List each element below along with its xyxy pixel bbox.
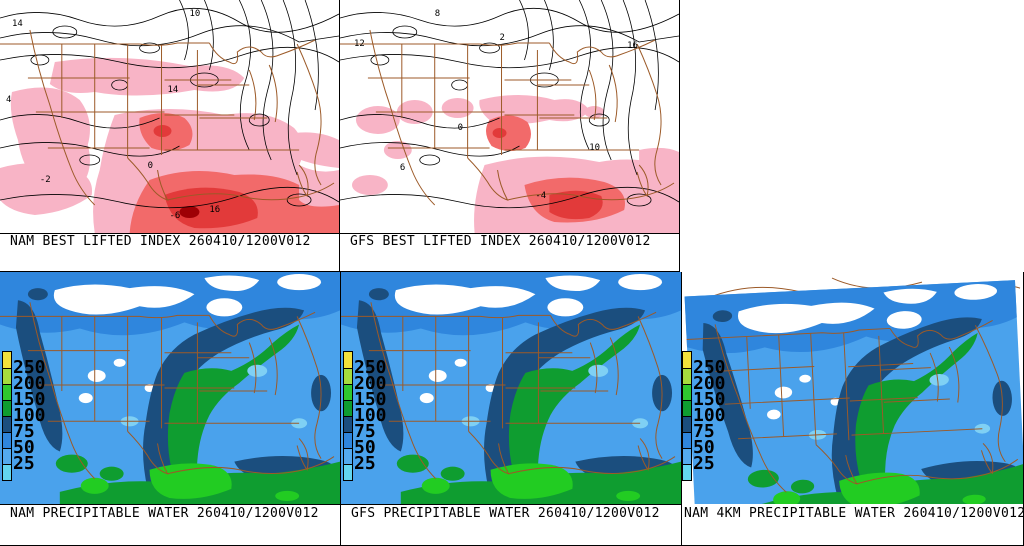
colorbar-scale	[343, 351, 353, 481]
colorbar-label: 25	[693, 453, 715, 474]
panel-title-nam4km-precipitable-water: NAM 4KM PRECIPITABLE WATER 260410/1200V0…	[684, 506, 1024, 521]
contour-label: 10	[589, 143, 600, 153]
contour-labels: 14 4 10 14 0 -2 16 -6	[6, 9, 220, 221]
contour-label: 12	[354, 39, 365, 49]
contour-label: -6	[170, 211, 181, 221]
nam-precipitable-water-map	[0, 272, 340, 505]
colorbar-label: 100	[354, 405, 387, 426]
colorbar-label: 150	[354, 389, 387, 410]
colorbar-segment	[683, 464, 691, 480]
panel-nam-precipitable-water: 250 200 150 100 75 50 25 NAM PRECIPITABLE WATE…	[0, 272, 341, 546]
panel-nam-lifted-index: 14 4 10 14 0 -2 16 -6 NAM BEST LIFTED IN…	[0, 0, 340, 272]
contour-label: 8	[435, 9, 440, 19]
colorbar-label: 75	[354, 421, 376, 442]
contour-label: -2	[40, 175, 51, 185]
colorbar-scale	[682, 351, 692, 481]
panel-nam4km-precipitable-water: 250 200 150 100 75 50 25 NAM 4KM PRECIPITABLE …	[682, 272, 1024, 546]
contour-label: 16	[627, 41, 638, 51]
colorbar-segment	[3, 416, 11, 432]
colorbar-segment	[344, 400, 352, 416]
panel-title-gfs-precipitable-water: GFS PRECIPITABLE WATER 260410/1200V012	[351, 506, 660, 521]
nam-lifted-index-chart: 14 4 10 14 0 -2 16 -6	[0, 0, 339, 233]
precipitable-water-colorbar: 250 200 150 100 75 50 25	[682, 351, 746, 485]
contour-label: 2	[500, 33, 505, 43]
colorbar-segment	[683, 368, 691, 384]
colorbar-label: 250	[13, 357, 46, 378]
colorbar-label: 200	[354, 373, 387, 394]
colorbar-segment	[3, 448, 11, 464]
contour-label: 0	[458, 123, 463, 133]
colorbar-label: 150	[693, 389, 726, 410]
colorbar-segment	[3, 400, 11, 416]
contour-label: 6	[400, 163, 405, 173]
colorbar-label: 100	[693, 405, 726, 426]
colorbar-label: 100	[13, 405, 46, 426]
nam4km-precipitable-water-map	[682, 272, 1023, 504]
colorbar-segment	[683, 384, 691, 400]
gfs-lifted-index-map: 12 8 2 16 0 -4 6 10	[340, 0, 679, 234]
gfs-precipitable-water-map	[341, 272, 681, 505]
colorbar-segment	[3, 384, 11, 400]
colorbar-segment	[344, 416, 352, 432]
colorbar-segment	[344, 464, 352, 480]
colorbar-segment	[344, 352, 352, 368]
precipitable-water-colorbar: 250 200 150 100 75 50 25	[343, 351, 407, 485]
contour-label: 14	[12, 19, 23, 29]
colorbar-segment	[3, 368, 11, 384]
colorbar-label: 50	[693, 437, 715, 458]
colorbar-label: 25	[13, 453, 35, 474]
panel-title-nam-precipitable-water: NAM PRECIPITABLE WATER 260410/1200V012	[10, 506, 319, 521]
colorbar-label: 200	[693, 373, 726, 394]
colorbar-label: 150	[13, 389, 46, 410]
nam4km-precipitable-water-chart	[682, 277, 1023, 504]
contour-label: -4	[535, 191, 546, 201]
panel-gfs-precipitable-water: 250 200 150 100 75 50 25 GFS PRECIPITABLE WATE…	[341, 272, 682, 546]
colorbar-label: 50	[13, 437, 35, 458]
panel-title-gfs-lifted-index: GFS BEST LIFTED INDEX 260410/1200V012	[350, 234, 651, 249]
colorbar-segment	[683, 416, 691, 432]
colorbar-segment	[683, 448, 691, 464]
panel-title-nam-lifted-index: NAM BEST LIFTED INDEX 260410/1200V012	[10, 234, 311, 249]
contour-label: 10	[189, 9, 200, 19]
colorbar-segment	[344, 448, 352, 464]
colorbar-segment	[3, 352, 11, 368]
panel-gfs-lifted-index: 12 8 2 16 0 -4 6 10 GFS BEST LIFTED INDE…	[340, 0, 680, 272]
colorbar-segment	[683, 400, 691, 416]
colorbar-scale	[2, 351, 12, 481]
contour-label: 0	[148, 161, 153, 171]
colorbar-label: 25	[354, 453, 376, 474]
precipitable-water-colorbar: 250 200 150 100 75 50 25	[2, 351, 66, 485]
contour-label: 16	[209, 205, 220, 215]
nam-lifted-index-map: 14 4 10 14 0 -2 16 -6	[0, 0, 339, 234]
colorbar-segment	[344, 432, 352, 448]
colorbar-label: 75	[693, 421, 715, 442]
contour-labels: 12 8 2 16 0 -4 6 10	[354, 9, 638, 201]
colorbar-segment	[3, 432, 11, 448]
colorbar-segment	[3, 464, 11, 480]
colorbar-label: 250	[693, 357, 726, 378]
colorbar-label: 75	[13, 421, 35, 442]
contour-label: 4	[6, 95, 11, 105]
colorbar-segment	[683, 432, 691, 448]
colorbar-segment	[344, 368, 352, 384]
colorbar-segment	[683, 352, 691, 368]
colorbar-label: 250	[354, 357, 387, 378]
colorbar-label: 50	[354, 437, 376, 458]
gfs-lifted-index-chart: 12 8 2 16 0 -4 6 10	[340, 0, 679, 233]
colorbar-segment	[344, 384, 352, 400]
contour-label: 14	[168, 85, 179, 95]
colorbar-label: 200	[13, 373, 46, 394]
